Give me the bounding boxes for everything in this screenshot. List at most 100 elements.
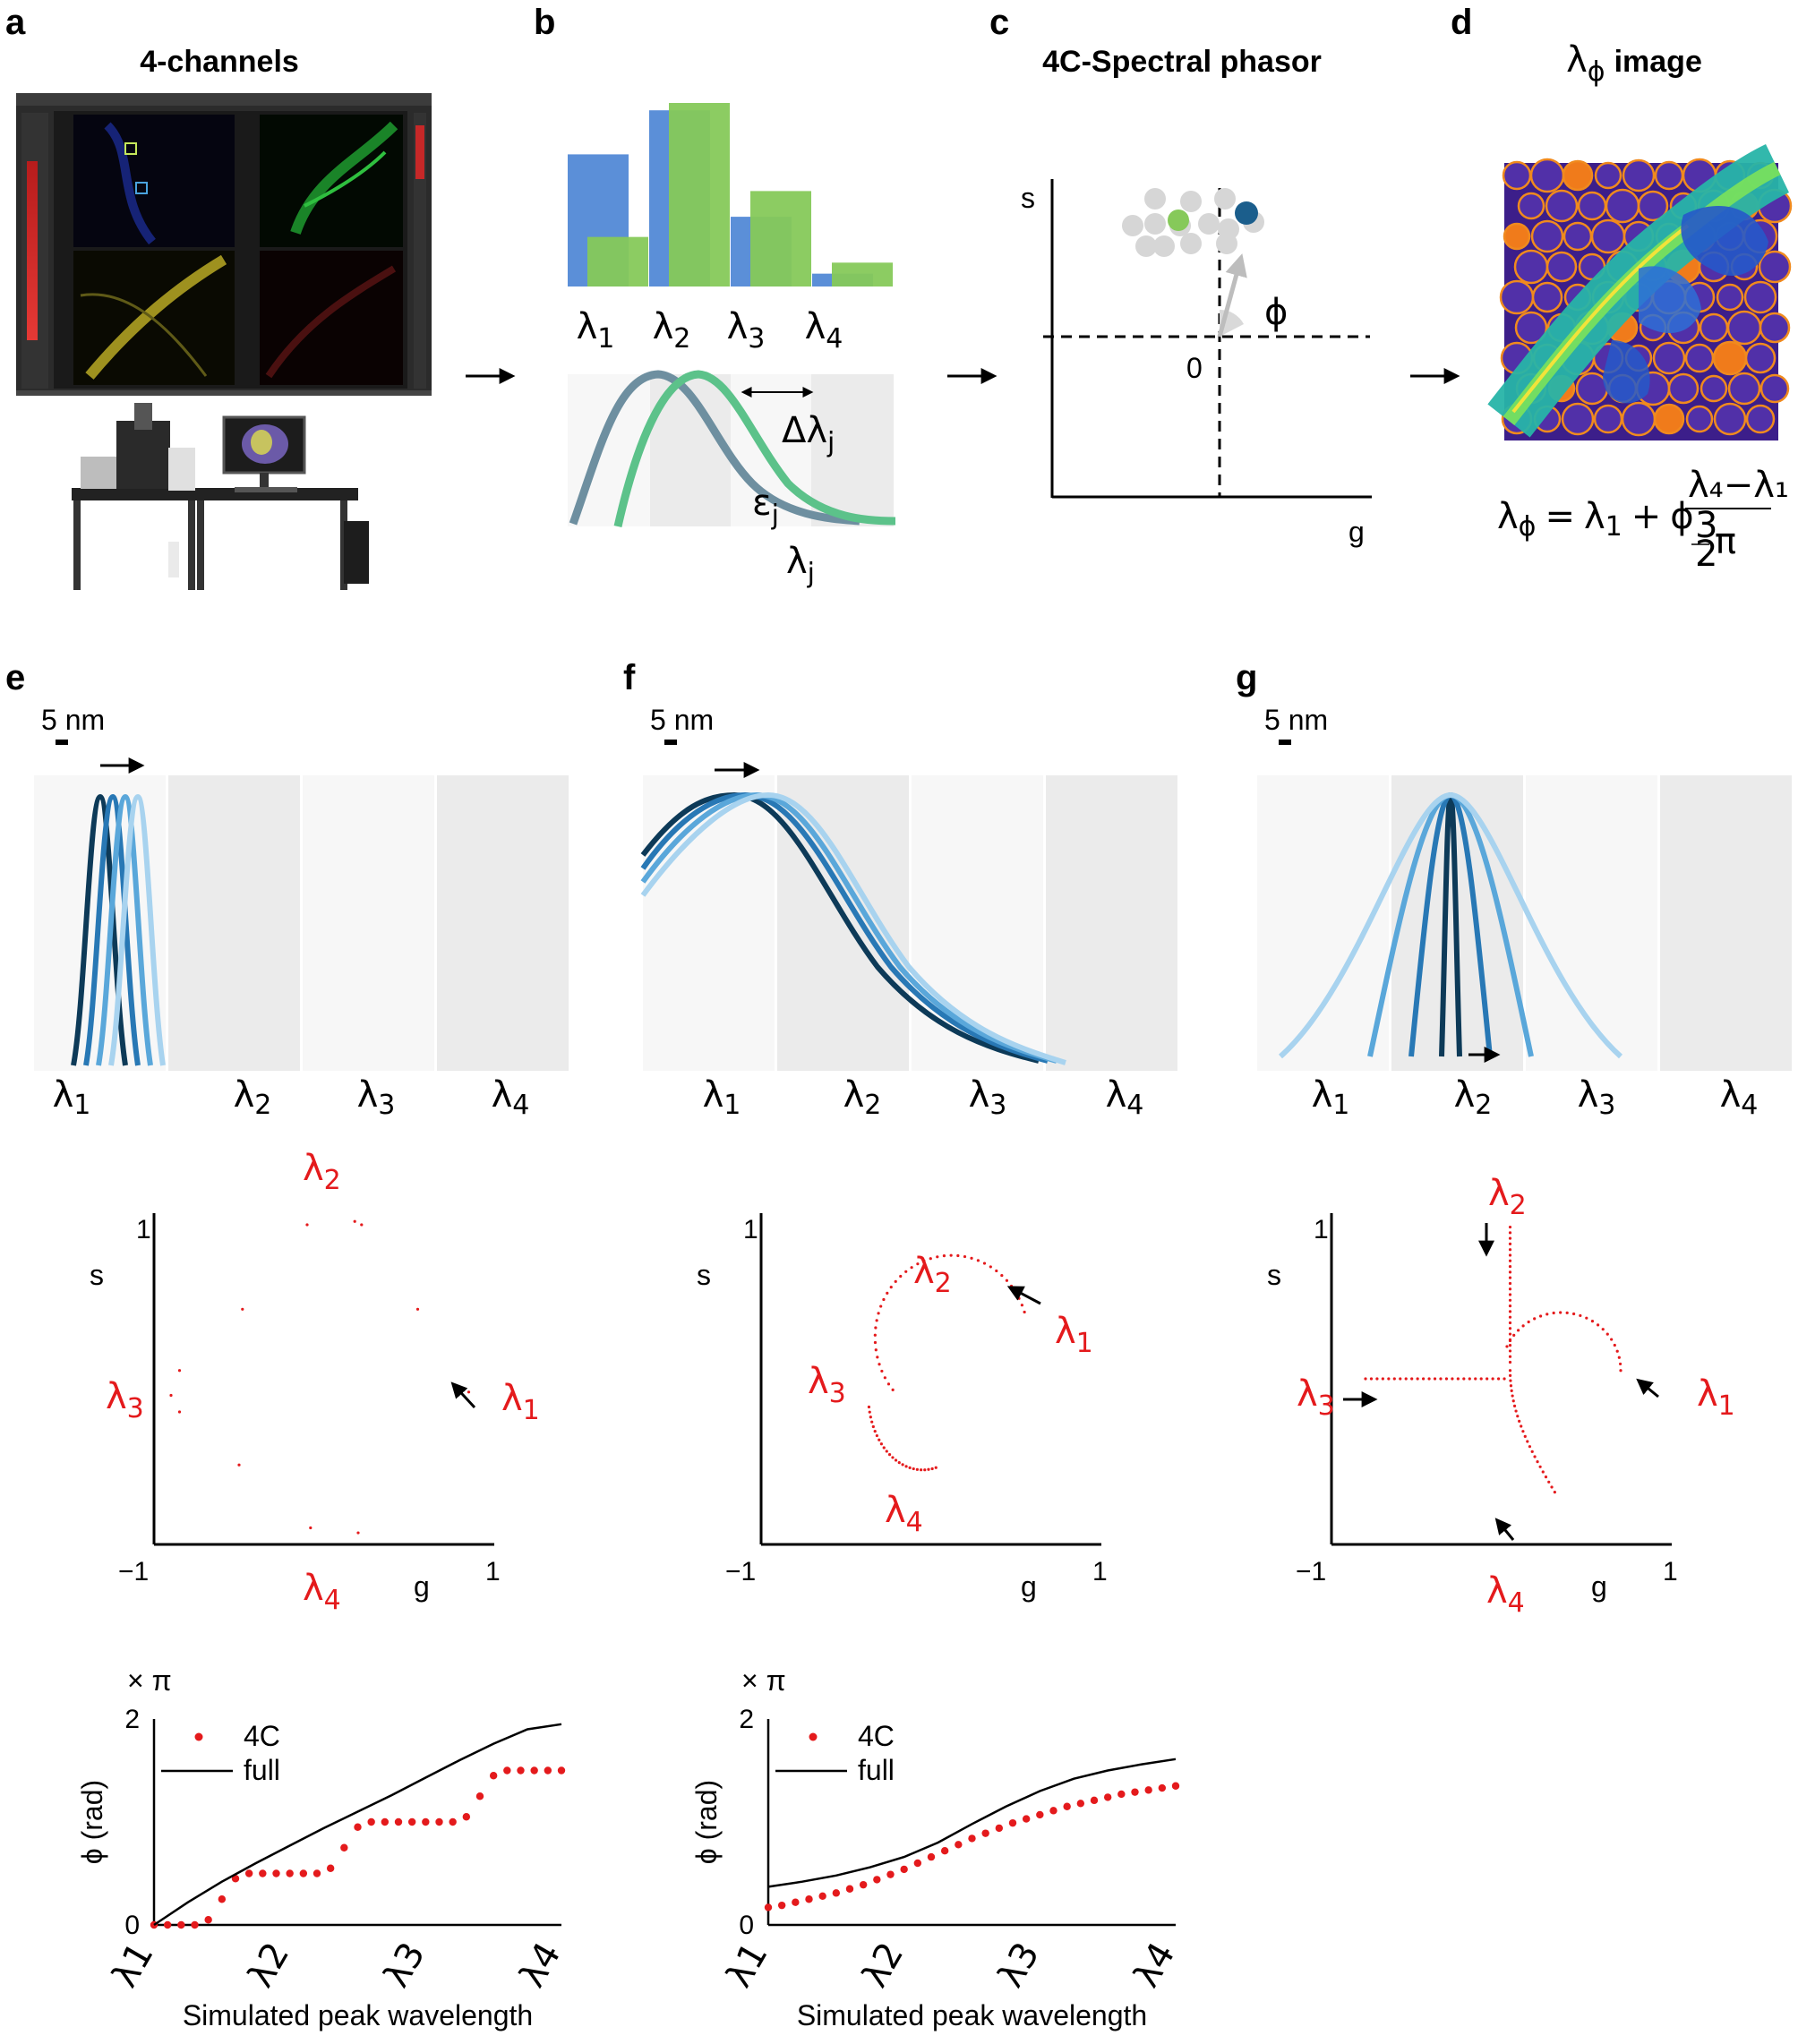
chart-e-point-3 xyxy=(191,1920,199,1929)
ph-f-dot xyxy=(882,1446,886,1450)
ph-e-dot xyxy=(169,1393,173,1398)
panel-g-phasor: 1 s −1 1 g λ2 λ1 λ3 λ4 xyxy=(1267,1173,1735,1619)
spec-f-channel-bg-4 xyxy=(1046,775,1177,1071)
ph-g-dot xyxy=(1565,1311,1569,1314)
ph-f-lambda-label-3: λ3 xyxy=(808,1361,846,1409)
chart-e-unit-label: × π xyxy=(127,1664,172,1697)
ph-g-dot xyxy=(1508,1242,1512,1246)
lambda-j-label: λj xyxy=(786,541,815,589)
d-cell xyxy=(1712,340,1748,376)
ph-g-dot xyxy=(1523,1434,1527,1438)
ph-g-dot xyxy=(1505,1345,1509,1348)
b-bar-green-4 xyxy=(832,262,893,287)
d-cell xyxy=(1575,372,1609,406)
ph-f-dot xyxy=(904,1465,908,1468)
chart-f-point-16 xyxy=(981,1829,989,1837)
spec-f-lambda-3: λ3 xyxy=(969,1074,1007,1121)
ph-g-dot xyxy=(1521,1324,1525,1328)
ph-g-dot xyxy=(1433,1377,1437,1381)
microscope-photo xyxy=(72,403,369,590)
d-cell xyxy=(1545,251,1578,283)
d-cell xyxy=(1605,188,1640,224)
ph-g-dot xyxy=(1508,1327,1512,1330)
chart-f-point-15 xyxy=(968,1834,976,1843)
ph-g-dot xyxy=(1508,1304,1512,1308)
ph-g-dot xyxy=(1508,1287,1512,1291)
chart-f-point-5 xyxy=(832,1889,841,1897)
spec-f-curve-1 xyxy=(640,791,1040,1064)
ph-f-dot xyxy=(897,1461,901,1465)
ph-f-dot xyxy=(870,1420,874,1424)
ph-g-dot xyxy=(1503,1377,1506,1381)
ph-g-dot xyxy=(1422,1377,1426,1381)
spec-e-lambda-1: λ1 xyxy=(53,1074,91,1121)
ph-f-lambda-label-4: λ4 xyxy=(885,1490,923,1538)
panel-label-c: c xyxy=(989,3,1009,42)
d-cell xyxy=(1684,343,1715,373)
ph-g-dot xyxy=(1364,1377,1367,1381)
chart-f-point-30 xyxy=(1171,1782,1180,1790)
ph-g-dot xyxy=(1508,1338,1512,1343)
b-bar-green-2 xyxy=(669,103,730,287)
ph-g-dot xyxy=(1512,1333,1516,1337)
ph-f-dot xyxy=(923,1468,927,1472)
ph-f-dot xyxy=(875,1319,878,1322)
chart-e-ylabel: ϕ (rad) xyxy=(76,1780,108,1864)
ph-g-dot xyxy=(1533,1455,1537,1458)
chart-e-point-21 xyxy=(435,1817,443,1826)
chart-e-point-12 xyxy=(313,1869,321,1877)
ph-g-dot xyxy=(1439,1377,1443,1381)
ph-f-dot xyxy=(874,1348,878,1352)
chart-f-point-1 xyxy=(777,1901,786,1910)
chart-e-ytick-bottom: 0 xyxy=(124,1911,140,1940)
ph-g-dot xyxy=(1516,1415,1520,1418)
ph-f-dot xyxy=(878,1363,881,1366)
ph-e-dot xyxy=(237,1463,241,1467)
spec-f-curve-2 xyxy=(640,791,1049,1064)
chart-e-legend-full: full xyxy=(244,1754,280,1786)
d-cell xyxy=(1759,373,1790,404)
ph-f-arrow-0 xyxy=(1006,1286,1041,1305)
spec-f-lambda-4: λ4 xyxy=(1106,1074,1144,1121)
ph-g-dot xyxy=(1585,1316,1588,1320)
panel-g-spectra: λ1 λ2 λ3 λ4 5 nm xyxy=(1257,704,1792,1121)
panel-a-title: 4-channels xyxy=(140,45,299,79)
panel-b-channel-labels: λ1 λ2 λ3 λ4 xyxy=(577,306,843,355)
ph-f-dot xyxy=(1000,1273,1004,1278)
chart-f-point-9 xyxy=(886,1870,895,1878)
ph-g-tick-g1: 1 xyxy=(1663,1557,1678,1586)
panel-label-b: b xyxy=(534,3,555,42)
spec-e-channel-bg-2 xyxy=(168,775,300,1071)
chart-f-xtick-3: λ3 xyxy=(990,1936,1048,1995)
panel-f-phasor: 1 s −1 1 g λ2 λ1 λ3 λ4 xyxy=(697,1213,1108,1603)
spec-e-channel-bg-3 xyxy=(303,775,434,1071)
ph-e-dot xyxy=(241,1307,244,1311)
lambda-phi-image xyxy=(1487,143,1793,440)
channel-blue xyxy=(73,115,235,247)
d-cell xyxy=(1545,189,1579,223)
d-cell xyxy=(1563,221,1593,252)
spec-g-channel-bg-4 xyxy=(1660,775,1792,1071)
c-axis-s: s xyxy=(1021,182,1035,214)
chart-f-point-29 xyxy=(1158,1783,1167,1792)
d-cell xyxy=(1530,219,1564,253)
ph-f-dot xyxy=(878,1438,881,1441)
spec-g-lambda-3: λ3 xyxy=(1578,1074,1616,1121)
ph-f-dot xyxy=(970,1256,973,1260)
panel-c-phasor: s g 0 ϕ xyxy=(1021,179,1372,548)
c-dot-grey-9 xyxy=(1135,235,1157,257)
spec-f-channel-bg-2 xyxy=(777,775,909,1071)
ph-g-dot xyxy=(1509,1384,1513,1388)
ph-e-lambda-label-4: λ4 xyxy=(303,1568,341,1616)
d-cell xyxy=(1590,218,1626,254)
d-cell xyxy=(1713,402,1747,436)
ph-f-dot xyxy=(982,1261,987,1265)
ph-f-dot xyxy=(867,1405,871,1409)
ph-g-dot xyxy=(1601,1328,1605,1331)
chart-f-point-23 xyxy=(1076,1800,1085,1808)
ph-g-dot xyxy=(1514,1409,1518,1413)
ph-f-dot xyxy=(891,1388,895,1391)
ph-g-dot xyxy=(1375,1377,1379,1381)
ph-g-label-g: g xyxy=(1591,1570,1607,1603)
chart-f-point-28 xyxy=(1144,1786,1152,1794)
